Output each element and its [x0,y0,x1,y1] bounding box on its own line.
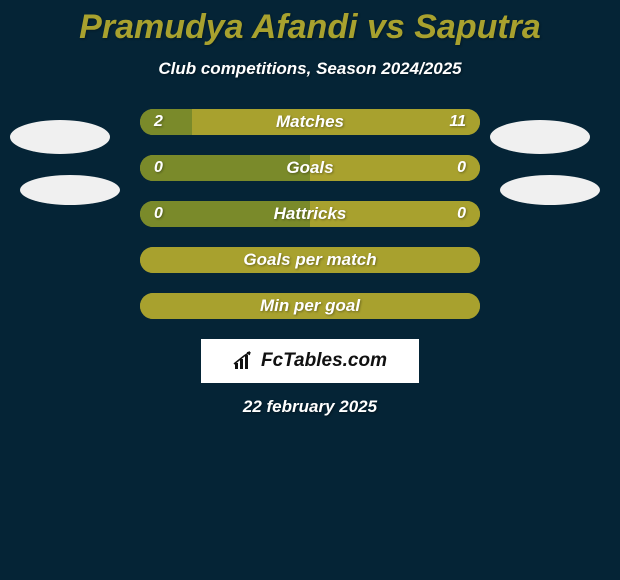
logo-text: FcTables.com [261,350,387,372]
avatar [10,120,110,154]
logo-badge: FcTables.com [201,339,419,383]
infographic-container: Pramudya Afandi vs Saputra Club competit… [0,0,620,580]
stat-label: Goals [140,155,480,181]
stat-value-right: 0 [457,201,466,227]
stat-label: Hattricks [140,201,480,227]
page-title: Pramudya Afandi vs Saputra [0,0,620,47]
stat-label: Goals per match [140,247,480,273]
stat-value-right: 11 [449,109,466,135]
date-text: 22 february 2025 [0,397,620,417]
stat-value-left: 0 [154,155,163,181]
stat-row: Goals per match [140,247,480,273]
subtitle: Club competitions, Season 2024/2025 [0,59,620,79]
stat-row: Hattricks0 0 [140,201,480,227]
stat-row: Matches2 11 [140,109,480,135]
avatar [490,120,590,154]
stat-value-left: 2 [154,109,163,135]
avatar [500,175,600,205]
chart-icon [233,351,255,371]
stat-label: Min per goal [140,293,480,319]
stat-row: Goals0 0 [140,155,480,181]
stat-row: Min per goal [140,293,480,319]
avatar [20,175,120,205]
stat-label: Matches [140,109,480,135]
stat-value-right: 0 [457,155,466,181]
stat-value-left: 0 [154,201,163,227]
